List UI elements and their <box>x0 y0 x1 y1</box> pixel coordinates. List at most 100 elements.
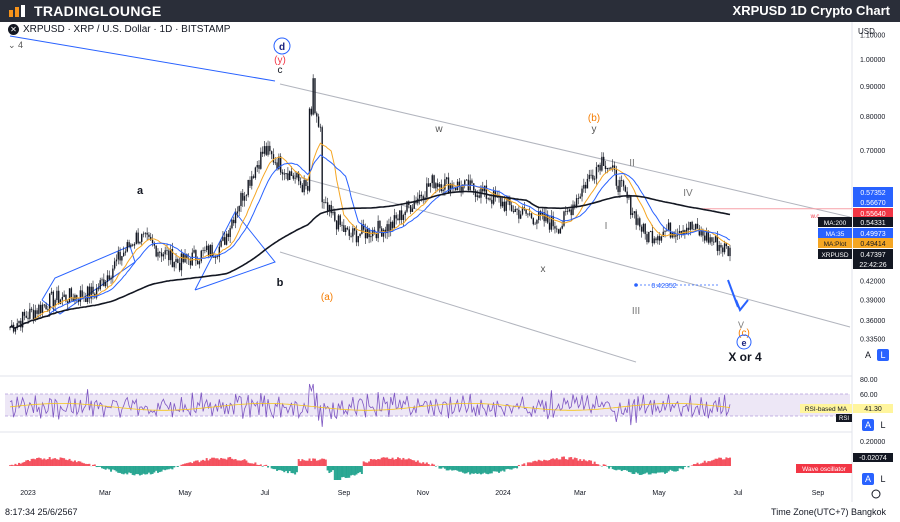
osc-bar <box>440 466 443 469</box>
candle-body <box>473 183 475 191</box>
osc-tick: 0.20000 <box>860 439 885 446</box>
osc-bar <box>368 461 371 466</box>
candle-body <box>648 231 650 243</box>
osc-bar <box>360 466 363 474</box>
osc-bar <box>485 466 488 474</box>
osc-bar <box>611 466 614 470</box>
rsi-label: RSI <box>839 416 849 422</box>
currency-label[interactable]: USD <box>858 27 875 36</box>
osc-bar <box>135 466 138 475</box>
symbol-info[interactable]: ✕ XRPUSD · XRP / U.S. Dollar · 1D · BITS… <box>8 24 230 35</box>
osc-bar <box>138 466 141 476</box>
osc-bar <box>523 463 526 466</box>
osc-bar <box>54 458 57 466</box>
candle-body <box>328 204 331 211</box>
osc-bar <box>528 462 531 466</box>
candle-body <box>532 218 535 225</box>
osc-bar <box>151 466 154 474</box>
osc-bar <box>645 466 648 473</box>
candle-body <box>397 218 399 221</box>
candle-body <box>97 288 100 290</box>
candle-body <box>628 195 630 199</box>
candle-body <box>462 184 464 192</box>
candle-body <box>601 156 603 171</box>
osc-bar <box>570 457 573 466</box>
wave-label-a-paren: (a) <box>321 292 333 303</box>
candle-body <box>382 229 385 237</box>
timezone-selector[interactable]: Time Zone(UTC+7) Bangkok <box>771 507 886 517</box>
osc-bar <box>490 466 493 474</box>
header-bar: TRADINGLOUNGE XRPUSD 1D Crypto Chart <box>0 0 900 22</box>
osc-bar <box>312 458 315 466</box>
osc-bar <box>404 459 407 466</box>
osc-bar <box>638 466 641 475</box>
osc-bar <box>586 461 589 466</box>
wave-label-b: b <box>277 277 284 289</box>
osc-bar <box>474 466 477 474</box>
candle-body <box>316 113 318 117</box>
osc-bar <box>202 459 205 466</box>
channel-line-lower <box>279 171 851 328</box>
osc-bar <box>68 458 71 466</box>
osc-bar <box>25 460 28 466</box>
candle-body <box>696 223 699 229</box>
candle-body <box>353 228 356 231</box>
price-badge-value: 0.54331 <box>860 220 885 227</box>
price-chart[interactable]: 1.100001.000000.900000.800000.700000.600… <box>0 22 900 502</box>
candle-body <box>305 180 307 187</box>
candle-body <box>164 250 166 255</box>
log-scale-button[interactable]: L <box>877 349 889 361</box>
osc-bar <box>295 466 298 473</box>
candle-body <box>722 247 724 253</box>
osc-bar <box>415 461 418 466</box>
candle-body <box>67 301 69 304</box>
candle-body <box>281 172 284 175</box>
osc-bar <box>214 458 217 466</box>
candle-body <box>180 253 183 271</box>
candle-body <box>631 213 634 215</box>
osc-bar <box>113 466 116 471</box>
osc-bar <box>557 459 560 466</box>
candle-body <box>471 180 473 184</box>
candle-body <box>355 230 358 243</box>
osc-bar <box>553 459 556 466</box>
osc-bar <box>712 459 715 466</box>
tradinglounge-logo: TRADINGLOUNGE <box>8 3 162 19</box>
candle-body <box>518 209 520 219</box>
candle-body <box>159 252 161 253</box>
osc-bar <box>561 456 564 466</box>
osc-bar <box>140 466 143 475</box>
rsi-auto-button[interactable]: A <box>862 419 874 431</box>
osc-log-button[interactable]: L <box>880 474 886 484</box>
osc-bar <box>313 458 316 466</box>
osc-auto-button[interactable]: A <box>862 473 874 485</box>
candle-body <box>489 198 491 200</box>
candle-body <box>411 208 414 212</box>
candle-body <box>402 215 405 221</box>
candle-body <box>339 215 341 225</box>
candle-body <box>487 198 489 200</box>
candle-body <box>624 186 627 192</box>
candle-body <box>658 236 661 241</box>
candle-body <box>505 201 507 211</box>
auto-scale-button[interactable]: A <box>864 350 871 360</box>
candle-body <box>431 175 433 184</box>
candle-body <box>225 233 228 245</box>
price-badge-label-bg <box>818 228 852 238</box>
candle-body <box>440 184 442 192</box>
rsi-log-button[interactable]: L <box>880 420 886 430</box>
osc-bar <box>454 466 457 471</box>
candle-body <box>272 154 275 163</box>
osc-bar <box>626 466 629 471</box>
osc-bar <box>55 459 58 466</box>
osc-bar <box>64 459 67 466</box>
candle-body <box>725 243 728 247</box>
indicator-count[interactable]: ⌄ 4 <box>8 40 24 50</box>
osc-bar <box>449 466 452 470</box>
settings-icon <box>871 489 881 499</box>
osc-bar <box>72 461 75 466</box>
osc-bar <box>220 457 223 466</box>
wave-label-c: c <box>278 65 283 76</box>
ma-plot-line <box>9 142 731 329</box>
osc-bar <box>496 466 499 472</box>
